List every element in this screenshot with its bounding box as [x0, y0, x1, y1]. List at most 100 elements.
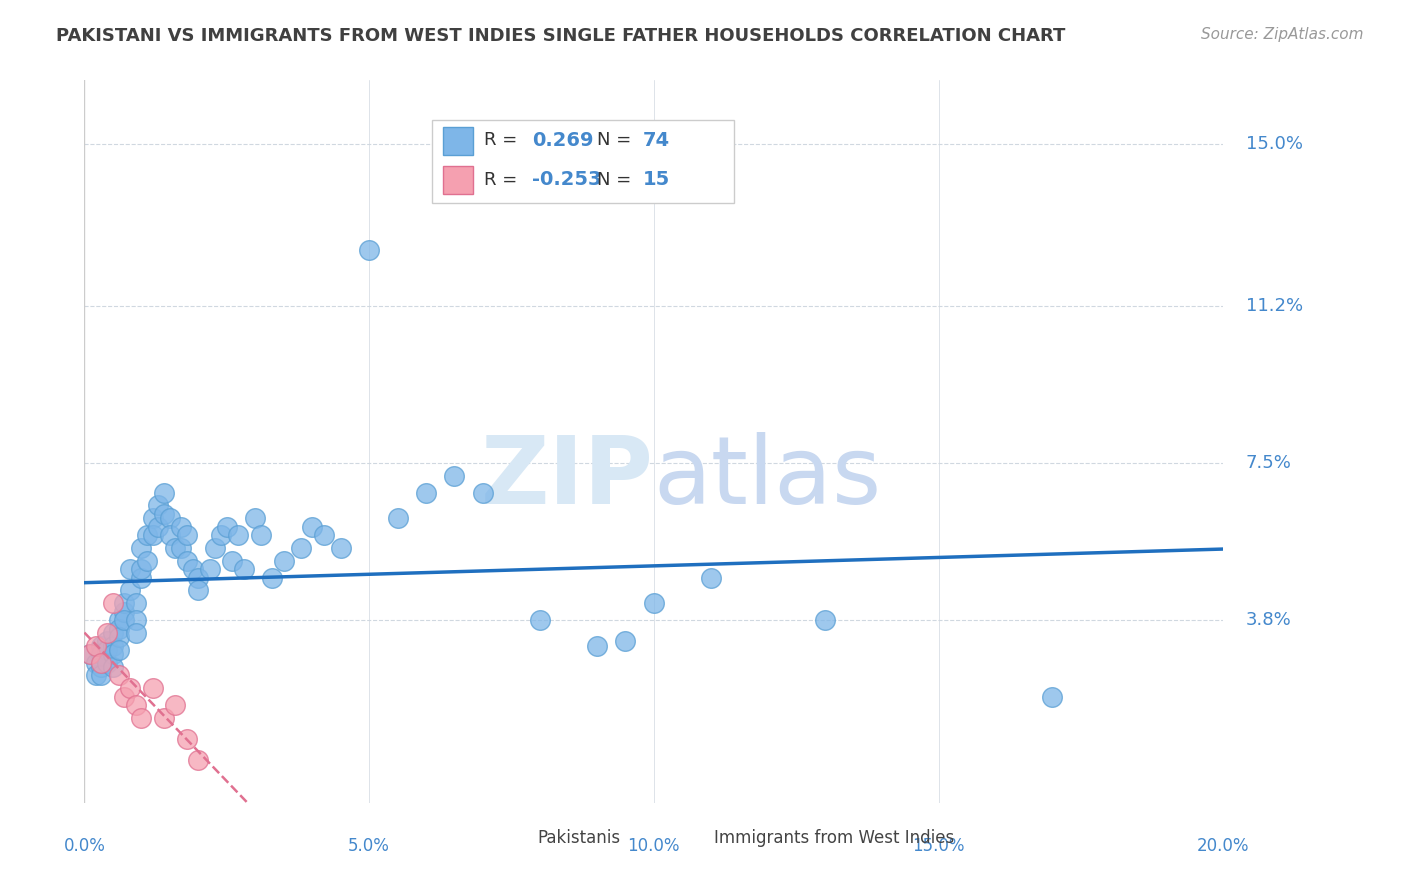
Point — [131, 541, 153, 555]
Point — [101, 660, 124, 674]
Point — [245, 511, 267, 525]
Point — [142, 681, 165, 695]
Point — [226, 528, 249, 542]
Point — [112, 613, 135, 627]
Text: ZIP: ZIP — [481, 432, 654, 524]
Point — [90, 660, 112, 674]
Point — [586, 639, 609, 653]
Point — [107, 642, 129, 657]
Point — [131, 570, 153, 584]
Point — [90, 647, 112, 661]
Point — [112, 596, 135, 610]
Point — [165, 541, 187, 555]
Point — [176, 553, 198, 567]
Point — [159, 511, 181, 525]
Text: 10.0%: 10.0% — [627, 837, 681, 855]
Point — [90, 656, 112, 670]
Point — [90, 639, 112, 653]
Point — [96, 634, 118, 648]
Text: R =: R = — [484, 171, 517, 189]
Point — [472, 485, 495, 500]
Text: 3.8%: 3.8% — [1246, 611, 1292, 629]
Point — [84, 639, 107, 653]
Text: Immigrants from West Indies: Immigrants from West Indies — [714, 830, 955, 847]
Point — [131, 711, 153, 725]
Point — [215, 519, 238, 533]
Point — [84, 656, 107, 670]
Point — [170, 519, 193, 533]
Point — [312, 528, 335, 542]
Point — [198, 562, 221, 576]
Text: 0.269: 0.269 — [531, 131, 593, 150]
Point — [529, 613, 551, 627]
Point — [101, 596, 124, 610]
Point — [148, 498, 170, 512]
Point — [101, 625, 124, 640]
Point — [359, 244, 381, 258]
Point — [443, 468, 465, 483]
Point — [142, 511, 165, 525]
Point — [112, 605, 135, 619]
Point — [165, 698, 187, 712]
Point — [136, 553, 159, 567]
Point — [176, 528, 198, 542]
Point — [148, 519, 170, 533]
Point — [250, 528, 273, 542]
Point — [329, 541, 352, 555]
Point — [159, 528, 181, 542]
Point — [700, 570, 723, 584]
Point — [153, 485, 176, 500]
Point — [101, 639, 124, 653]
Text: 15.0%: 15.0% — [1246, 135, 1303, 153]
Point — [142, 528, 165, 542]
Point — [814, 613, 837, 627]
Text: 7.5%: 7.5% — [1246, 454, 1292, 472]
Point — [221, 553, 243, 567]
Point — [643, 596, 665, 610]
Point — [176, 732, 198, 747]
Point — [84, 668, 107, 682]
Bar — [501, 824, 530, 852]
Bar — [676, 824, 706, 852]
Bar — [443, 166, 472, 194]
Point — [107, 622, 129, 636]
Point — [96, 625, 118, 640]
Point — [170, 541, 193, 555]
Point — [415, 485, 437, 500]
Text: R =: R = — [484, 131, 517, 149]
Text: -0.253: -0.253 — [531, 170, 602, 189]
Point — [96, 642, 118, 657]
Point — [262, 570, 284, 584]
Point — [118, 562, 141, 576]
Point — [131, 562, 153, 576]
Point — [187, 753, 209, 767]
Text: 0.0%: 0.0% — [63, 837, 105, 855]
Text: 15: 15 — [643, 170, 669, 189]
Point — [79, 647, 101, 661]
Point — [124, 596, 146, 610]
Text: atlas: atlas — [654, 432, 882, 524]
Point — [181, 562, 204, 576]
Text: N =: N = — [598, 131, 631, 149]
Point — [107, 668, 129, 682]
Point — [387, 511, 409, 525]
Point — [290, 541, 312, 555]
Text: Source: ZipAtlas.com: Source: ZipAtlas.com — [1201, 27, 1364, 42]
Point — [204, 541, 226, 555]
Bar — [432, 120, 734, 203]
Point — [118, 583, 141, 598]
Point — [187, 570, 209, 584]
Bar — [443, 128, 472, 154]
Point — [96, 656, 118, 670]
Text: 20.0%: 20.0% — [1197, 837, 1250, 855]
Point — [1042, 690, 1064, 704]
Point — [136, 528, 159, 542]
Text: N =: N = — [598, 171, 631, 189]
Point — [118, 681, 141, 695]
Text: 74: 74 — [643, 131, 669, 150]
Text: 15.0%: 15.0% — [912, 837, 965, 855]
Point — [90, 668, 112, 682]
Point — [124, 698, 146, 712]
Point — [614, 634, 637, 648]
Text: Pakistanis: Pakistanis — [537, 830, 621, 847]
